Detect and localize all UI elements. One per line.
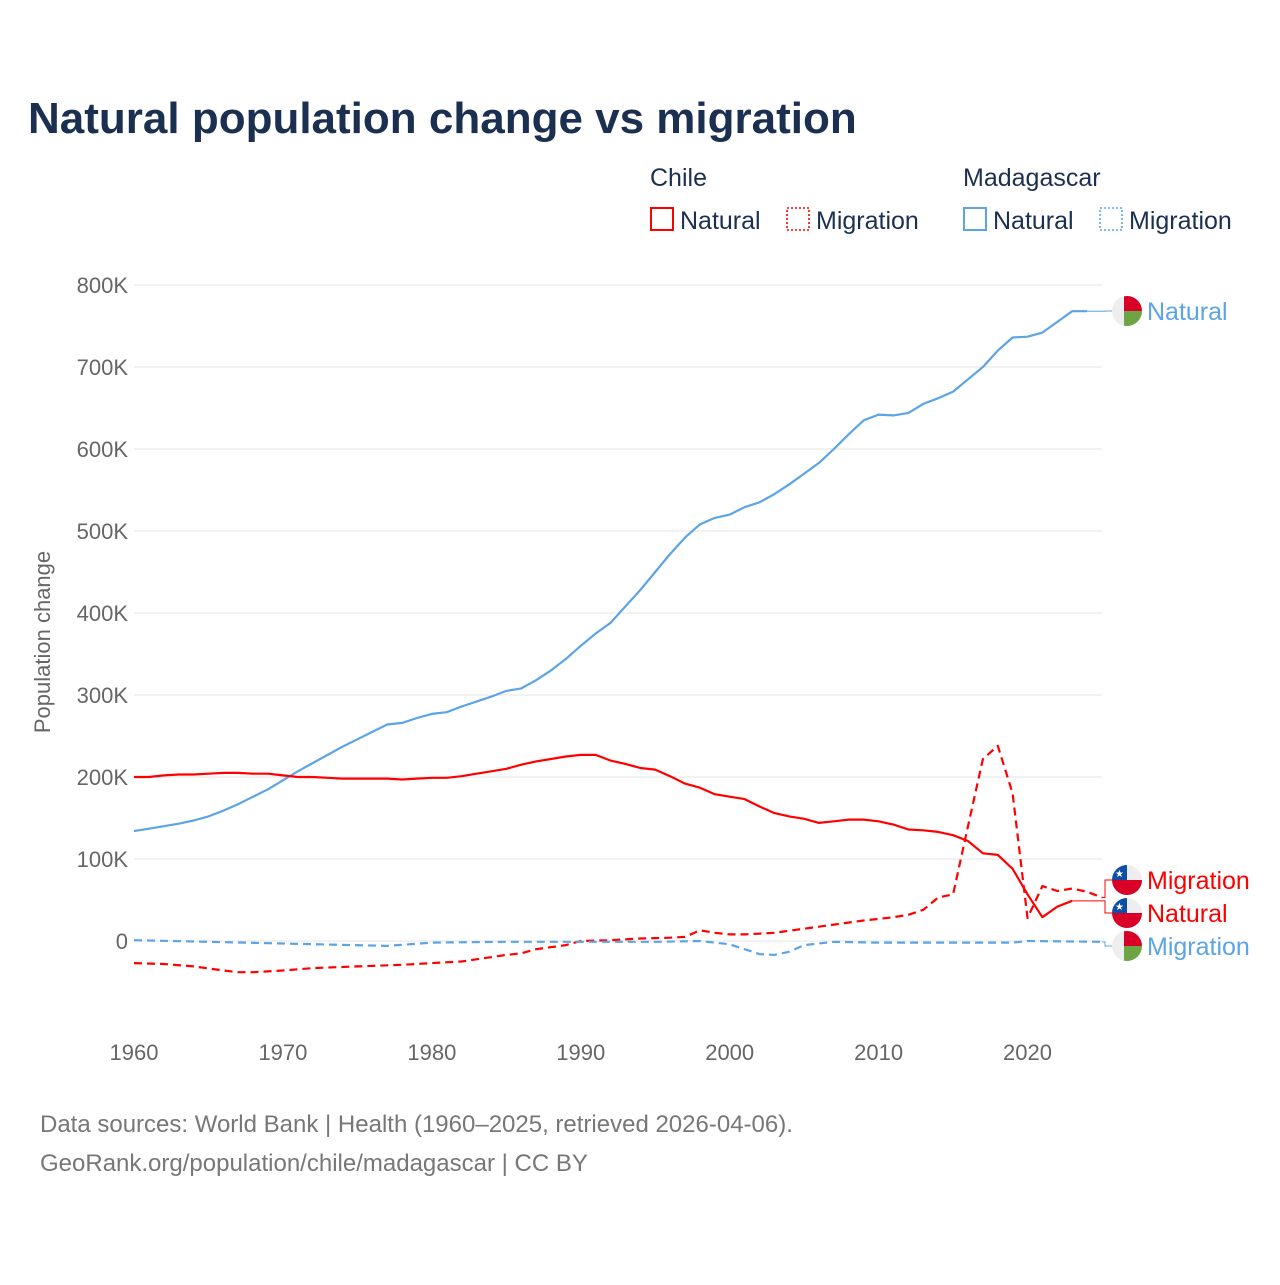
series-line-madagascar-migration[interactable]: [134, 940, 1102, 955]
madagascar-flag-icon: [1112, 931, 1142, 961]
footer-source: Data sources: World Bank | Health (1960–…: [40, 1111, 793, 1138]
y-tick-label: 800K: [77, 273, 129, 298]
y-tick-label: 500K: [77, 519, 129, 544]
series-lines: [134, 311, 1102, 972]
chart-title: Natural population change vs migration: [28, 94, 857, 143]
end-labels: Natural ★ Natural ★ Migration Migration: [1072, 296, 1250, 961]
madagascar-flag-icon: [1112, 296, 1142, 326]
y-tick-label: 200K: [77, 765, 129, 790]
y-axis: 0 100K 200K 300K 400K 500K 600K 700K 800K: [77, 273, 129, 954]
legend-swatch[interactable]: [1100, 208, 1122, 230]
x-tick-label: 1970: [258, 1040, 307, 1065]
x-tick-label: 1960: [110, 1040, 159, 1065]
legend-group-title: Chile: [650, 164, 707, 192]
y-tick-label: 400K: [77, 601, 129, 626]
y-tick-label: 100K: [77, 847, 129, 872]
end-label: Natural: [1147, 298, 1228, 326]
chile-flag-icon: ★: [1112, 865, 1142, 895]
legend: Chile Natural Migration Madagascar Natural Mi…: [650, 164, 1232, 235]
svg-text:★: ★: [1115, 869, 1124, 880]
x-tick-label: 2020: [1003, 1040, 1052, 1065]
x-axis: 1960 1970 1980 1990 2000 2010 2020: [110, 1040, 1052, 1065]
y-tick-label: 600K: [77, 437, 129, 462]
series-line-madagascar-natural[interactable]: [134, 311, 1087, 831]
legend-item-label[interactable]: Natural: [680, 207, 761, 235]
label-connector: [1102, 942, 1112, 946]
x-tick-label: 2000: [705, 1040, 754, 1065]
legend-swatch[interactable]: [651, 208, 673, 230]
x-tick-label: 1990: [556, 1040, 605, 1065]
series-line-chile-natural[interactable]: [134, 755, 1072, 917]
svg-text:★: ★: [1115, 902, 1124, 913]
legend-group-title: Madagascar: [963, 164, 1101, 192]
end-label: Migration: [1147, 933, 1250, 961]
end-label: Migration: [1147, 867, 1250, 895]
legend-item-label[interactable]: Migration: [816, 207, 919, 235]
legend-item-label[interactable]: Migration: [1129, 207, 1232, 235]
y-axis-label: Population change: [30, 551, 55, 733]
label-connector: [1102, 880, 1112, 898]
footer-link[interactable]: GeoRank.org/population/chile/madagascar …: [40, 1150, 588, 1177]
legend-swatch[interactable]: [964, 208, 986, 230]
x-tick-label: 2010: [854, 1040, 903, 1065]
end-label: Natural: [1147, 900, 1228, 928]
label-connector: [1072, 901, 1112, 913]
x-tick-label: 1980: [407, 1040, 456, 1065]
legend-swatch[interactable]: [787, 208, 809, 230]
y-tick-label: 300K: [77, 683, 129, 708]
chile-flag-icon: ★: [1112, 898, 1142, 928]
y-tick-label: 700K: [77, 355, 129, 380]
y-tick-label: 0: [116, 929, 128, 954]
legend-item-label[interactable]: Natural: [993, 207, 1074, 235]
